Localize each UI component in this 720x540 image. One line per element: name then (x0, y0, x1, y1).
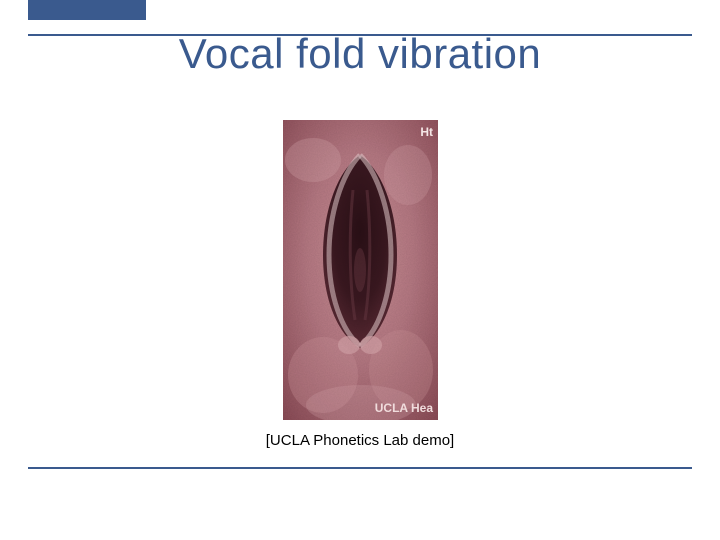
image-caption: [UCLA Phonetics Lab demo] (0, 432, 720, 449)
slide-title: Vocal fold vibration (0, 30, 720, 78)
vocal-fold-image: Ht UCLA Hea (283, 120, 438, 420)
image-watermark-bottom: UCLA Hea (375, 401, 433, 415)
top-accent-bar (28, 0, 146, 20)
image-watermark-top: Ht (420, 125, 433, 139)
bottom-horizontal-rule (28, 467, 692, 469)
